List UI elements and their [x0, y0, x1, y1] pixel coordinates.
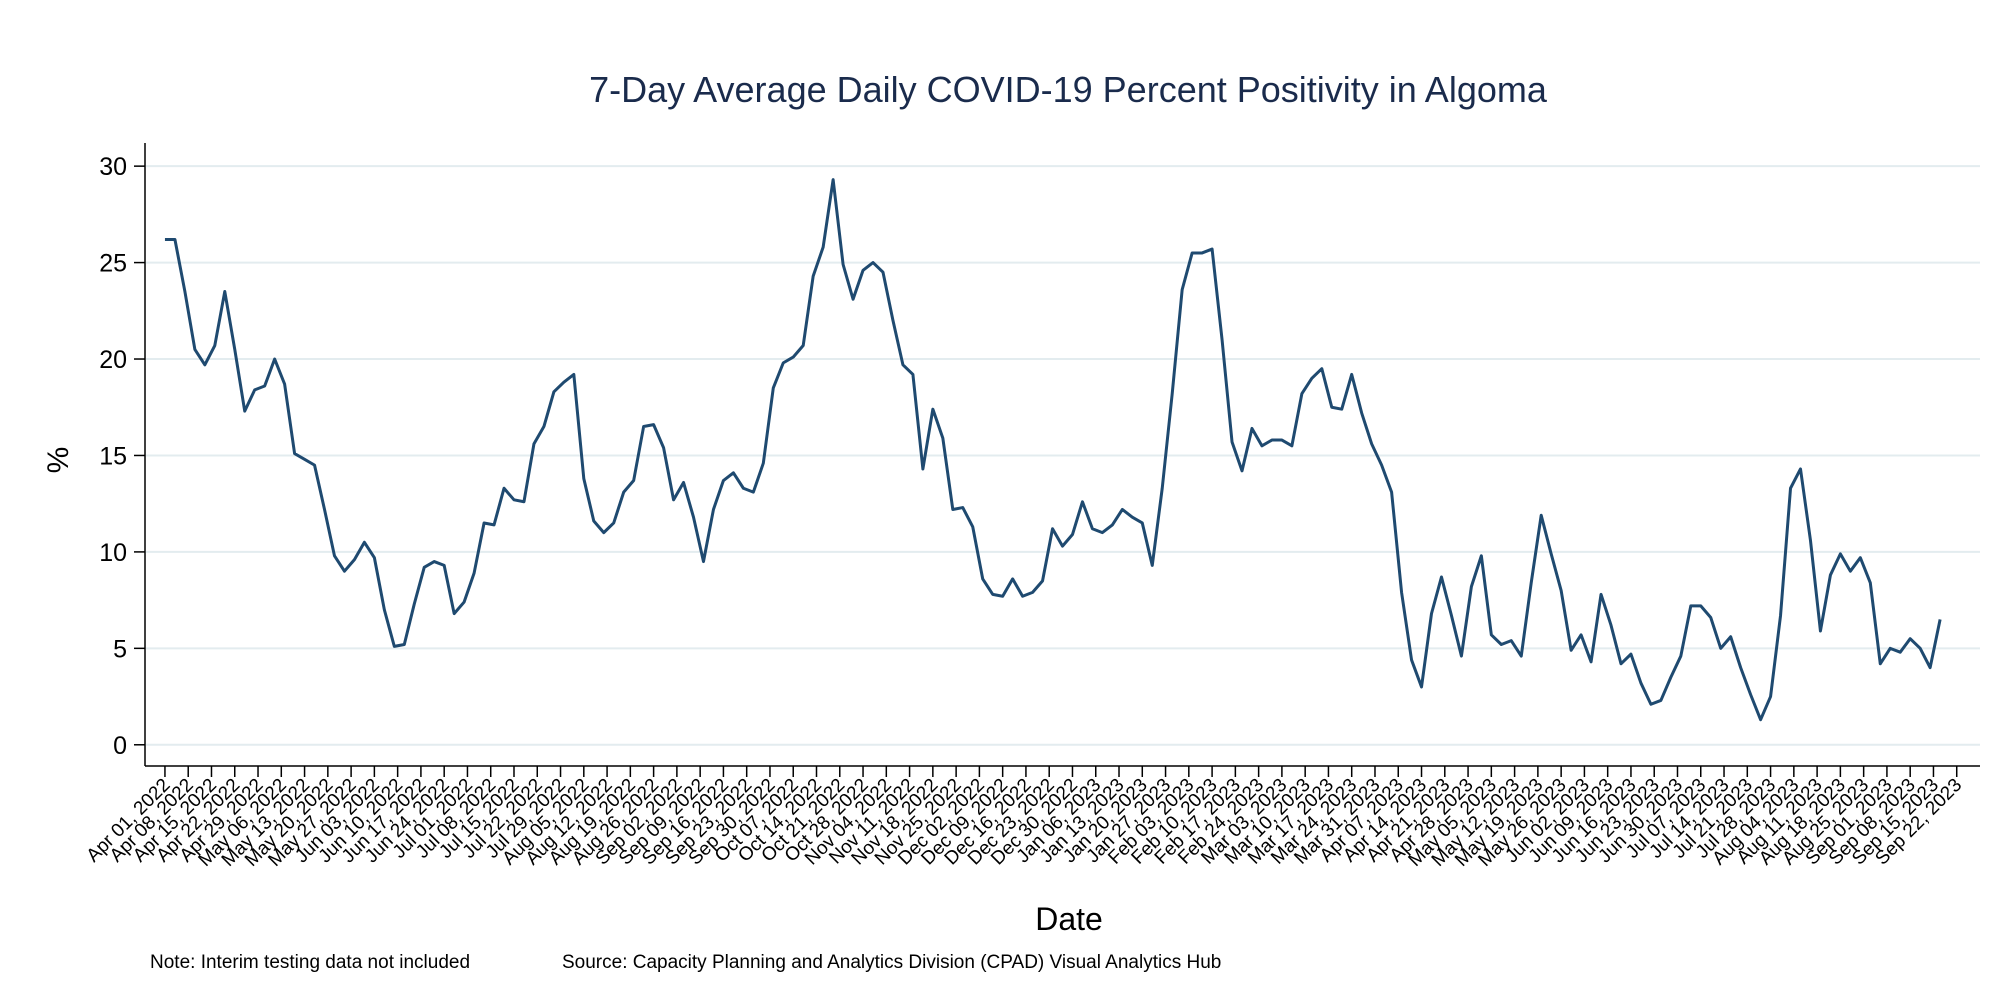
data-line	[164, 178, 1942, 722]
y-tick-label: 10	[99, 539, 127, 567]
chart-title: 7-Day Average Daily COVID-19 Percent Pos…	[589, 69, 1548, 110]
y-tick-label: 25	[99, 250, 127, 278]
source: Source: Capacity Planning and Analytics …	[562, 952, 1221, 973]
x-axis-label: Date	[1035, 901, 1103, 937]
y-tick-label: 15	[99, 442, 127, 470]
y-axis-label: %	[42, 447, 75, 474]
y-tick-label: 5	[113, 635, 127, 663]
y-tick-label: 0	[113, 732, 127, 760]
y-tick-label: 20	[99, 346, 127, 374]
grid	[146, 165, 1980, 746]
note: Note: Interim testing data not included	[150, 952, 470, 973]
plot-area	[164, 178, 1942, 722]
y-tick-label: 30	[99, 153, 127, 181]
